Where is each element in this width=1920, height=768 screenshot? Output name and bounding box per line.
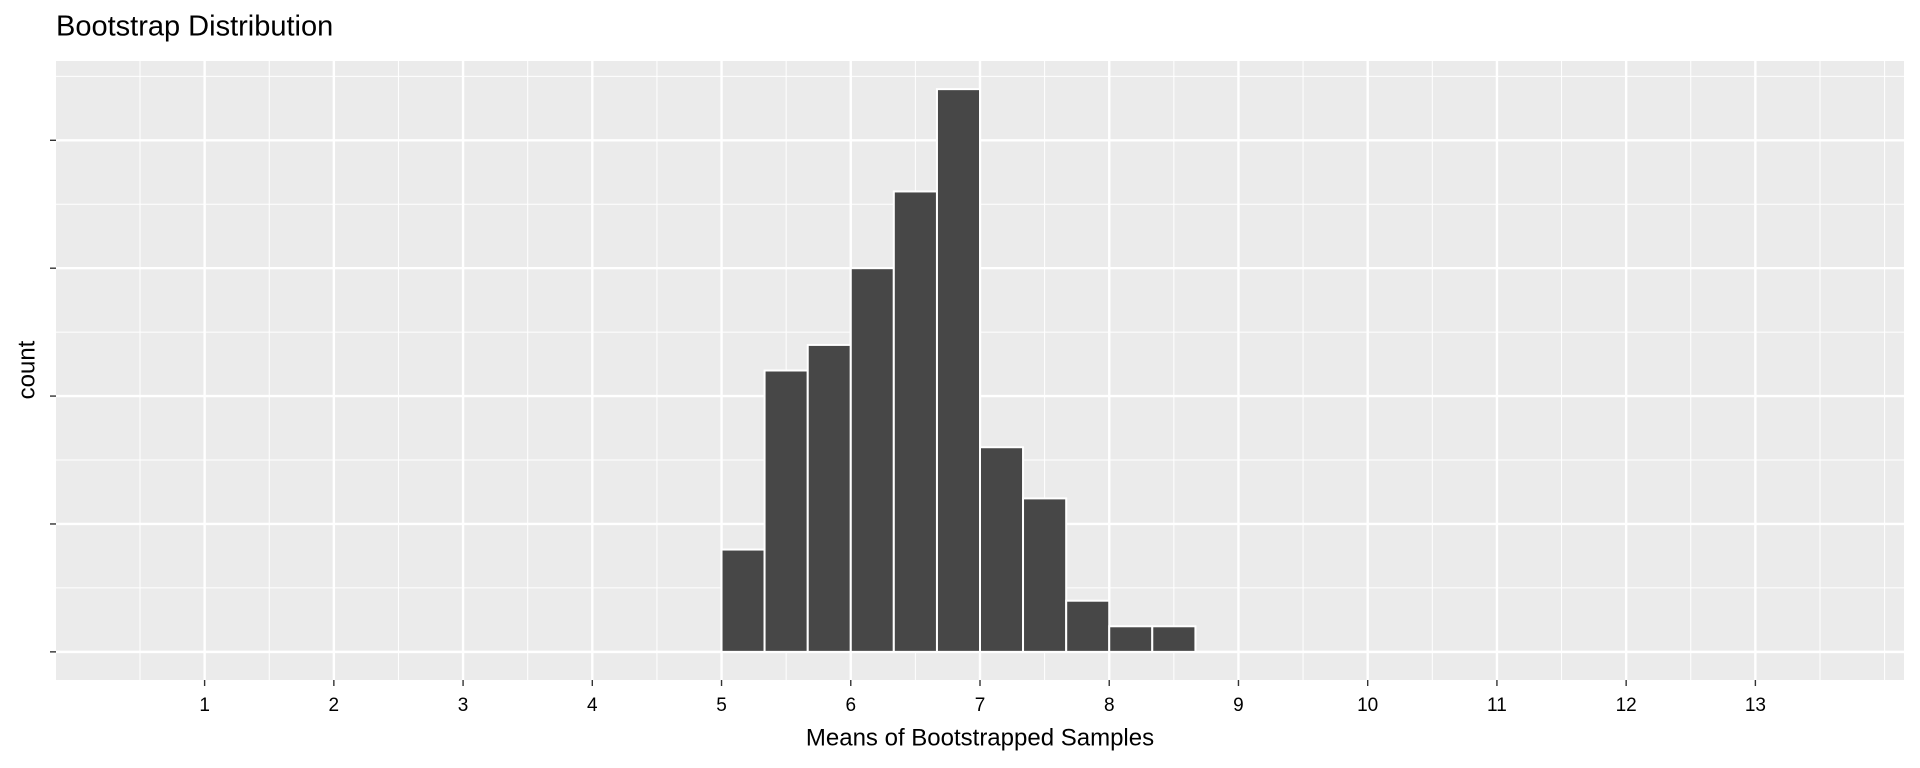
marks (720, 88, 1197, 653)
bar (1065, 599, 1111, 653)
x-tick-label: 6 (845, 695, 856, 716)
x-tick-label: 3 (458, 695, 469, 716)
bar (806, 343, 852, 653)
bar (935, 88, 981, 653)
bar (720, 548, 766, 653)
bar (892, 190, 938, 653)
x-tick-label: 10 (1357, 695, 1378, 716)
x-tick-label: 4 (587, 695, 598, 716)
x-tick-label: 5 (716, 695, 727, 716)
x-tick-label: 11 (1487, 695, 1507, 716)
y-axis-title: count (13, 340, 40, 399)
bar (763, 369, 809, 653)
x-axis-title: Means of Bootstrapped Samples (806, 724, 1154, 751)
bar (979, 446, 1025, 653)
bar (1151, 625, 1197, 653)
bar (849, 267, 895, 653)
x-tick-label: 9 (1233, 695, 1244, 716)
x-tick-label: 2 (329, 695, 340, 716)
x-tick-label: 1 (199, 695, 210, 716)
chart-title: Bootstrap Distribution (56, 11, 333, 43)
x-tick-label: 13 (1745, 695, 1766, 716)
bar (1022, 497, 1068, 653)
bar (1108, 625, 1154, 653)
x-tick-label: 8 (1104, 695, 1115, 716)
x-tick-label: 12 (1616, 695, 1637, 716)
x-tick-label: 7 (975, 695, 986, 716)
